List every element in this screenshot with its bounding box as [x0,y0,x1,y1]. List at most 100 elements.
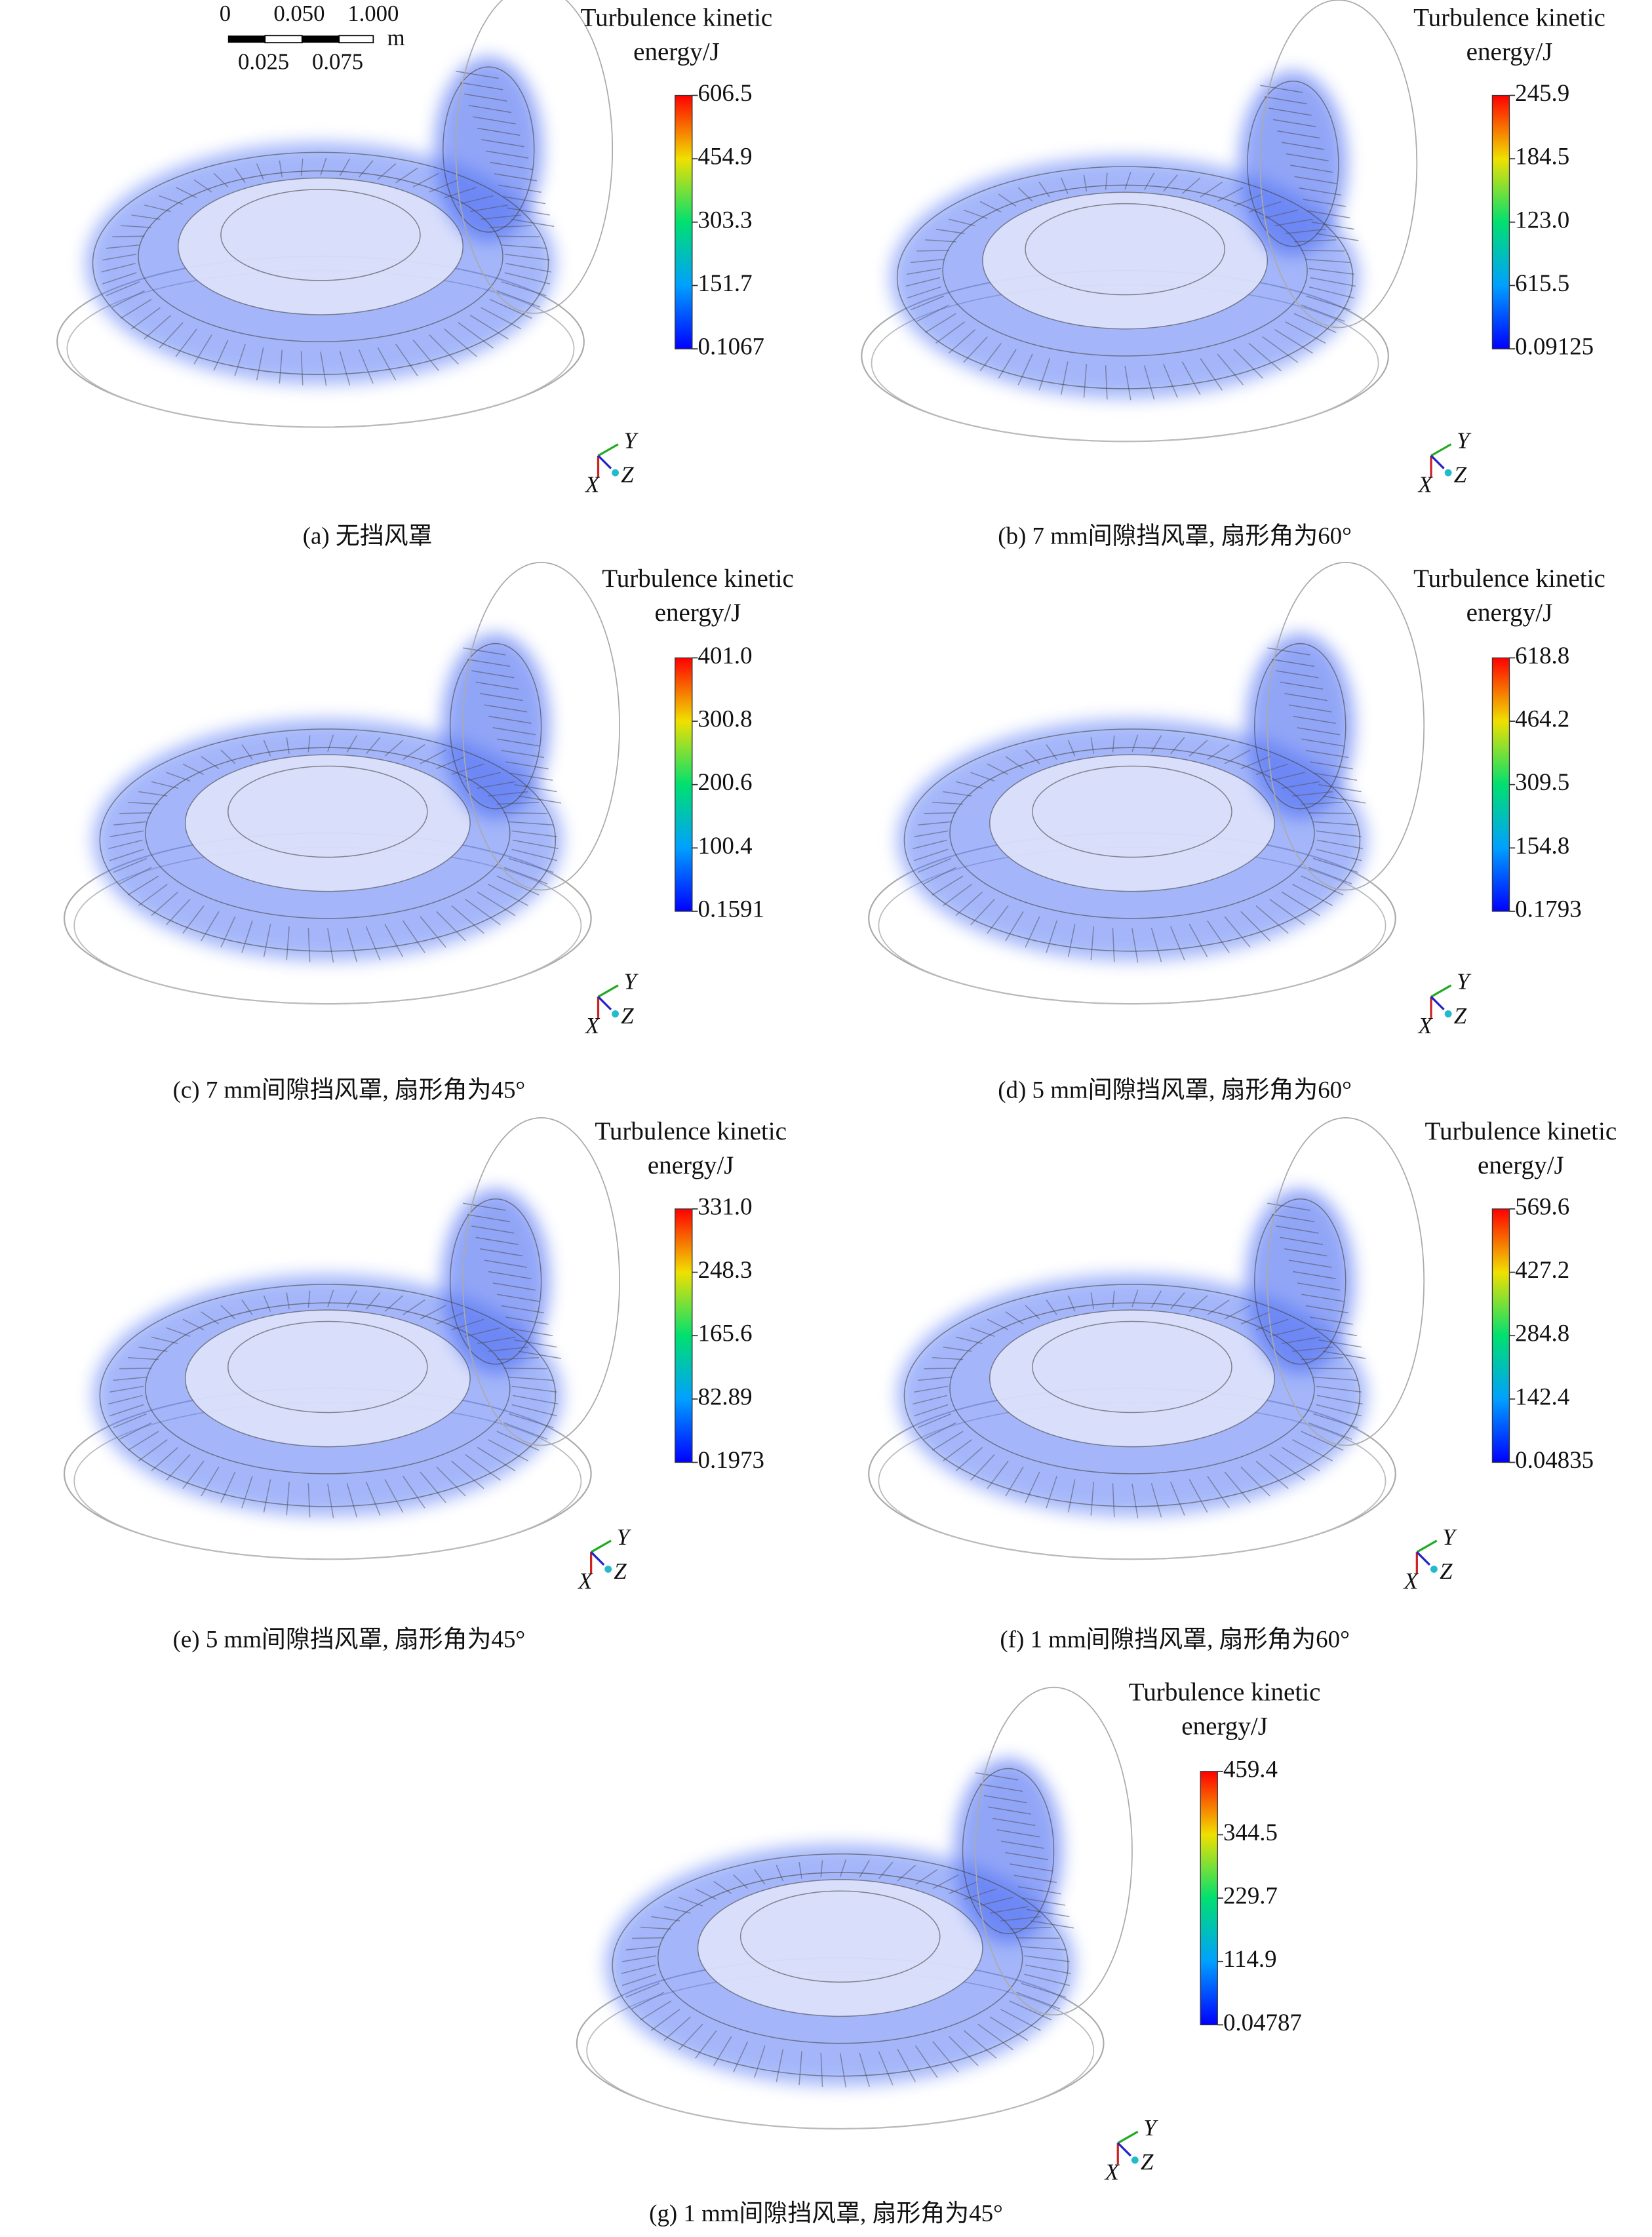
axis-arrow [1430,996,1445,1011]
pinion-tooth [1301,1294,1345,1302]
axis-dot [1444,469,1452,477]
gear-tooth [1150,1483,1162,1518]
gear-tooth [1021,1946,1067,1950]
gear-tooth [511,1404,557,1417]
pinion-tooth [1305,1305,1349,1314]
gear-tooth [365,1292,381,1310]
gear-tooth [241,744,253,760]
gear-tooth [754,2045,766,2078]
pinion-tooth [996,1829,1040,1838]
gear-tooth [1282,1336,1320,1345]
gear-tooth [1189,924,1208,958]
gear-tooth [987,905,1009,934]
gear-tooth [1061,178,1069,194]
gear-tooth [1224,916,1251,948]
gear-tooth [1083,364,1088,398]
pinion-tooth [1272,119,1316,128]
legend-title: energy/J [1466,599,1553,627]
colorbar [1200,1771,1218,2026]
gear-tooth [113,1413,147,1429]
pinion-tooth [1284,1248,1328,1257]
pinion-tooth [1284,692,1328,702]
gear-tooth [121,225,152,228]
pinion-tooth [471,670,515,679]
gear-tooth [263,740,271,757]
outline [1032,1320,1232,1414]
outline [145,747,511,919]
gear-tooth [1217,187,1244,202]
gear-tooth [1067,740,1076,757]
gear-tooth [201,756,220,770]
axis-arrow [597,454,612,469]
gear-tooth [241,921,253,953]
gear-tooth [477,891,516,917]
panel: Turbulence kinetic energy/J 245.9 184.5 123.… [861,0,1605,549]
gear-tooth [256,347,264,381]
pinion-tooth [1013,1874,1057,1883]
outline [145,1302,511,1475]
gear-tooth [182,1461,205,1490]
outline [657,1872,1023,2044]
gear-tooth [403,920,425,953]
scale-label: 0.025 [238,49,289,75]
colorbar-label: 0.1067 [698,333,765,360]
axis-dot [1444,1010,1452,1018]
outline [138,170,503,343]
gear-tooth [713,1881,732,1894]
gear-tooth [359,160,374,178]
gear-tooth [1224,1471,1251,1503]
gear-tooth [1189,1295,1208,1312]
flow-inner [982,192,1268,329]
gear-tooth [127,1431,159,1451]
gear-tooth [488,1439,529,1462]
gear-tooth [733,1874,749,1890]
gear-tooth [128,802,159,805]
gear-tooth [508,821,554,826]
gear-tooth [108,839,143,850]
legend-title: Turbulence kinetic [595,1117,787,1145]
gear-tooth [924,812,956,814]
gear-tooth [465,1327,501,1337]
axis-arrow [1416,1539,1438,1553]
gear-tooth [279,349,283,384]
axis-label: X [577,1568,593,1594]
gear-tooth [213,172,229,188]
gear-tooth [798,2051,802,2086]
gear-tooth [924,313,956,333]
colorbar-label: 0.1793 [1515,895,1582,922]
pinion-tooth [1280,681,1324,690]
flow-rendering [868,562,1425,1005]
gear-tooth [878,2051,894,2086]
gear-tooth [1301,1431,1344,1451]
gear-tooth [998,193,1017,207]
caption: (d) 5 mm间隙挡风罩, 扇形角为60° [998,1076,1352,1103]
gear-tooth [977,1897,1013,1907]
axis-label: X [1104,2159,1120,2185]
gear-tooth [1024,1973,1070,1987]
gear-tooth [948,329,976,354]
gear-tooth [384,1479,404,1513]
gear-tooth [1301,875,1344,896]
caption: (c) 7 mm间隙挡风罩, 扇形角为45° [173,1076,526,1103]
axis-arrow [1117,2130,1139,2145]
gear-tooth [403,744,425,761]
gear-tooth [1046,921,1057,953]
gear-tooth [913,839,947,850]
pinion-tooth [497,738,540,747]
gear-tooth [358,349,374,384]
gear-tooth [109,1385,144,1393]
axis-arrow [1416,1551,1431,1566]
legend-title: Turbulence kinetic [1425,1117,1617,1145]
axis-label: Z [621,1003,634,1029]
pinion-tooth [1268,108,1312,116]
flow-inner [185,1310,471,1447]
pinion-tooth [480,692,523,702]
gear-tooth [979,343,1002,372]
pinion-tooth [468,104,512,113]
axis-arrow [1430,984,1452,998]
gear-tooth [458,322,494,349]
gear-tooth [377,347,397,381]
outline [462,1117,620,1446]
colorbar-label: 618.8 [1515,642,1569,669]
gear-tooth [511,848,557,861]
